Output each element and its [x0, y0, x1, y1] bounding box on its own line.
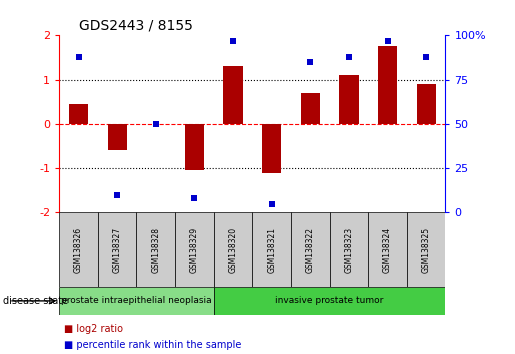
- Bar: [185, 124, 204, 170]
- Text: GSM138328: GSM138328: [151, 227, 160, 273]
- Bar: [98, 212, 136, 287]
- Point: [190, 195, 198, 201]
- Bar: [368, 212, 407, 287]
- Point: [383, 38, 392, 44]
- Bar: [262, 124, 281, 172]
- Bar: [339, 75, 358, 124]
- Bar: [59, 287, 214, 315]
- Text: GSM138326: GSM138326: [74, 227, 83, 273]
- Bar: [378, 46, 397, 124]
- Text: ■ percentile rank within the sample: ■ percentile rank within the sample: [64, 340, 242, 350]
- Bar: [108, 124, 127, 150]
- Text: GDS2443 / 8155: GDS2443 / 8155: [78, 19, 193, 33]
- Bar: [224, 66, 243, 124]
- Point: [268, 201, 276, 206]
- Bar: [252, 212, 291, 287]
- Text: ■ log2 ratio: ■ log2 ratio: [64, 324, 124, 334]
- Bar: [301, 93, 320, 124]
- Text: GSM138327: GSM138327: [113, 227, 122, 273]
- Point: [151, 121, 160, 127]
- Point: [74, 54, 82, 59]
- Point: [422, 54, 431, 59]
- Bar: [407, 212, 445, 287]
- Point: [306, 59, 314, 65]
- Bar: [69, 104, 88, 124]
- Bar: [291, 212, 330, 287]
- Bar: [214, 287, 445, 315]
- Bar: [330, 212, 368, 287]
- Bar: [417, 84, 436, 124]
- Bar: [175, 212, 214, 287]
- Text: GSM138325: GSM138325: [422, 227, 431, 273]
- Text: GSM138329: GSM138329: [190, 227, 199, 273]
- Text: GSM138320: GSM138320: [229, 227, 237, 273]
- Bar: [214, 212, 252, 287]
- Bar: [59, 212, 98, 287]
- Text: invasive prostate tumor: invasive prostate tumor: [276, 296, 384, 306]
- Point: [113, 192, 122, 198]
- Text: prostate intraepithelial neoplasia: prostate intraepithelial neoplasia: [61, 296, 212, 306]
- Text: GSM138321: GSM138321: [267, 227, 276, 273]
- Text: GSM138323: GSM138323: [345, 227, 353, 273]
- Text: GSM138324: GSM138324: [383, 227, 392, 273]
- Text: disease state: disease state: [3, 296, 67, 306]
- Point: [345, 54, 353, 59]
- Point: [229, 38, 237, 44]
- Bar: [136, 212, 175, 287]
- Text: GSM138322: GSM138322: [306, 227, 315, 273]
